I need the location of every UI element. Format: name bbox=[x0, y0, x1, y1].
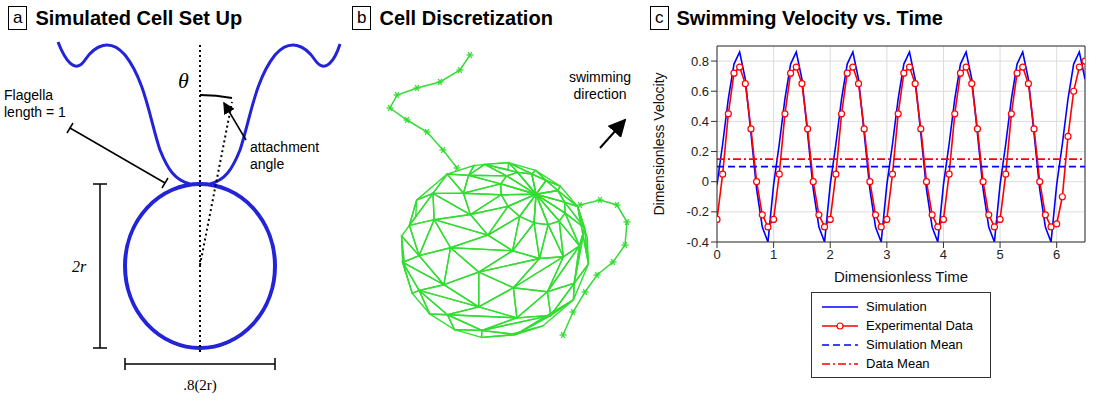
svg-text:length = 1: length = 1 bbox=[4, 104, 66, 120]
svg-text:2: 2 bbox=[827, 247, 834, 262]
svg-text:3: 3 bbox=[883, 247, 890, 262]
svg-text:θ: θ bbox=[178, 68, 189, 93]
svg-text:direction: direction bbox=[574, 86, 627, 102]
html-text:c: c bbox=[655, 8, 664, 27]
svg-text:0: 0 bbox=[713, 247, 720, 262]
svg-text:Dimensionless Velocity: Dimensionless Velocity bbox=[651, 72, 667, 215]
html-text:Simulated Cell Set Up: Simulated Cell Set Up bbox=[35, 6, 243, 29]
svg-text:0.8: 0.8 bbox=[691, 54, 709, 69]
svg-text:swimming: swimming bbox=[569, 69, 631, 85]
svg-text:4: 4 bbox=[940, 247, 947, 262]
svg-text:2r: 2r bbox=[72, 258, 87, 275]
svg-text:angle: angle bbox=[250, 156, 284, 172]
svg-text:0.6: 0.6 bbox=[691, 84, 709, 99]
html-text:a: a bbox=[13, 8, 23, 27]
svg-text:.8(2r): .8(2r) bbox=[183, 377, 217, 394]
html-text:Swimming Velocity vs. Time: Swimming Velocity vs. Time bbox=[676, 6, 943, 29]
svg-text:1: 1 bbox=[770, 247, 777, 262]
html-text:Cell Discretization: Cell Discretization bbox=[379, 6, 553, 29]
html-text:Simulation Mean: Simulation Mean bbox=[866, 337, 963, 352]
svg-text:-0.2: -0.2 bbox=[687, 204, 709, 219]
svg-text:5: 5 bbox=[996, 247, 1003, 262]
svg-text:Dimensionless Time: Dimensionless Time bbox=[834, 268, 968, 285]
svg-text:Flagella: Flagella bbox=[4, 87, 53, 103]
svg-text:0.4: 0.4 bbox=[691, 114, 709, 129]
svg-text:attachment: attachment bbox=[250, 139, 319, 155]
svg-text:-0.4: -0.4 bbox=[687, 235, 709, 250]
svg-text:6: 6 bbox=[1053, 247, 1060, 262]
html-text:Simulation: Simulation bbox=[866, 299, 927, 314]
svg-text:0: 0 bbox=[702, 174, 709, 189]
html-text:Data Mean: Data Mean bbox=[866, 356, 930, 371]
html-text:b: b bbox=[357, 8, 367, 27]
svg-text:0.2: 0.2 bbox=[691, 144, 709, 159]
html-text:Experimental Data: Experimental Data bbox=[866, 318, 973, 333]
